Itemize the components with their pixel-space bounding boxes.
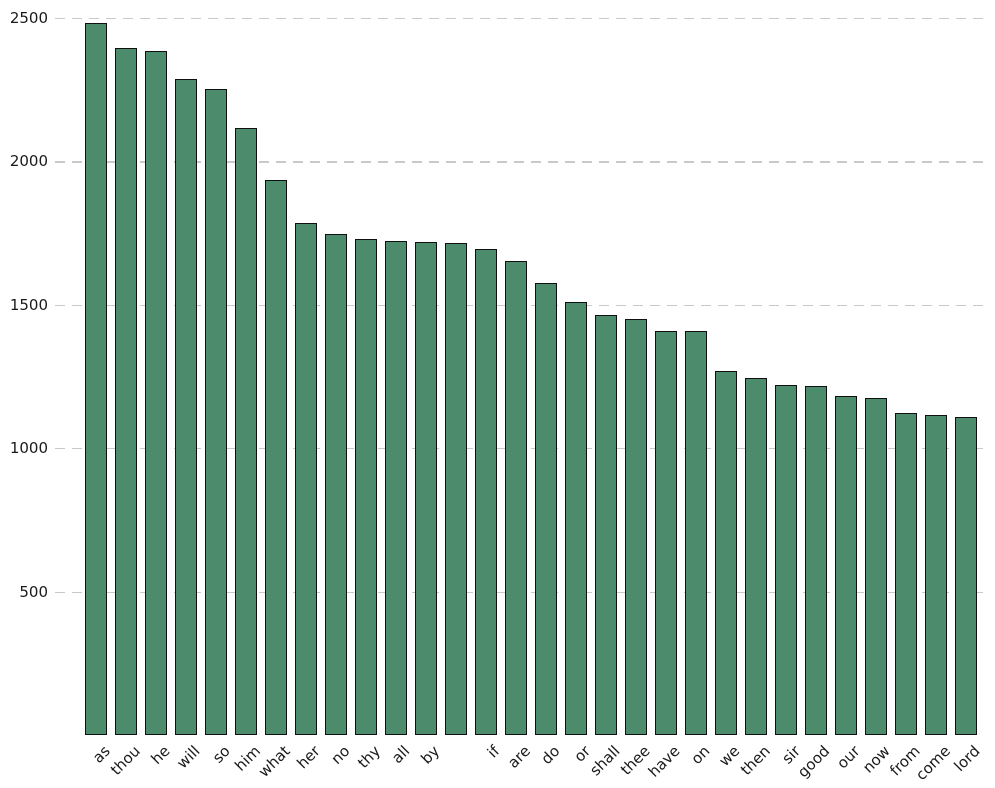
bar-will <box>175 79 197 735</box>
x-tick-label: no <box>327 742 354 768</box>
x-tick-label: he <box>147 742 174 768</box>
x-tick-label: will <box>173 742 204 773</box>
x-tick-label: lord <box>950 742 984 776</box>
bar-by <box>415 242 437 735</box>
bar-unlabeled <box>445 242 467 735</box>
y-tick-label: 1000 <box>9 439 48 458</box>
bar-now <box>865 398 887 735</box>
bar-from <box>895 413 917 735</box>
bar-do <box>535 282 557 735</box>
bar-sir <box>775 384 797 735</box>
x-tick-label: good <box>794 742 834 782</box>
y-tick-label: 1500 <box>9 295 48 314</box>
x-tick-label: then <box>736 742 774 779</box>
gridline-2000 <box>55 161 985 163</box>
bar-are <box>505 260 527 735</box>
bar-if <box>475 249 497 735</box>
x-tick-label: now <box>858 742 894 777</box>
bar-on <box>685 331 707 735</box>
bar-lord <box>955 417 977 735</box>
bar-all <box>385 240 407 735</box>
gridline-2500 <box>55 17 985 20</box>
x-tick-label: shall <box>586 742 624 780</box>
bar-or <box>565 301 587 735</box>
bar-thee <box>625 319 647 735</box>
bar-no <box>325 233 347 735</box>
x-tick-label: all <box>388 742 414 768</box>
bar-good <box>805 385 827 735</box>
x-tick-label: thou <box>106 742 144 779</box>
bar-her <box>295 222 317 735</box>
x-tick-label: by <box>417 742 444 768</box>
x-tick-label: if <box>484 742 504 762</box>
bar-thy <box>355 238 377 735</box>
x-tick-label: her <box>293 742 324 773</box>
y-tick-label: 500 <box>19 582 48 601</box>
x-tick-label: thee <box>616 742 654 779</box>
bar-shall <box>595 314 617 735</box>
bar-as <box>85 22 107 735</box>
x-tick-label: thy <box>353 742 384 772</box>
y-tick-label: 2500 <box>9 8 48 27</box>
bar-he <box>145 51 167 735</box>
x-tick-label: do <box>537 742 564 768</box>
bar-so <box>205 88 227 735</box>
bar-him <box>235 127 257 735</box>
x-tick-label: are <box>503 742 534 772</box>
y-tick-label: 2000 <box>9 152 48 171</box>
bar-come <box>925 414 947 735</box>
bar-then <box>745 378 767 735</box>
bar-have <box>655 330 677 735</box>
bar-our <box>835 396 857 735</box>
x-tick-label: what <box>254 742 294 781</box>
bar-we <box>715 370 737 735</box>
x-tick-label: have <box>644 742 684 781</box>
x-tick-label: our <box>833 742 864 773</box>
bar-thou <box>115 48 137 735</box>
x-tick-label: so <box>208 742 234 767</box>
bar-what <box>265 180 287 735</box>
x-tick-label: on <box>687 742 714 768</box>
